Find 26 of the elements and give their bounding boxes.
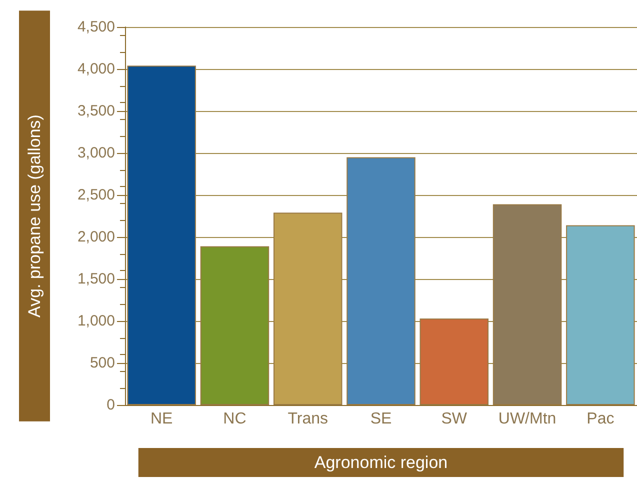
x-tick-label: UW/Mtn [498,410,556,428]
bar [200,246,270,405]
x-axis-title: Agronomic region [314,453,448,472]
x-tick-label: NC [223,410,246,428]
x-tick-label: Pac [586,410,614,428]
x-tick-label: SE [370,410,392,428]
y-tick-label: 0 [106,396,115,414]
y-tick-label: 4,500 [77,18,115,36]
x-tick-label: SW [441,410,468,428]
y-tick-label: 1,000 [77,312,115,330]
x-tick-label: NE [150,410,173,428]
bar [127,66,196,405]
y-tick-label: 3,000 [77,144,115,162]
bar [273,212,342,405]
bar [346,157,416,405]
y-tick-label: 4,000 [77,60,115,78]
y-axis-title: Avg. propane use (gallons) [25,114,44,318]
y-tick-label: 2,500 [77,186,115,204]
bar [566,225,635,405]
y-tick-label: 3,500 [77,102,115,120]
x-tick-label: Trans [288,410,328,428]
y-tick-label: 500 [90,354,115,372]
y-tick-label: 1,500 [77,270,115,288]
y-tick-label: 2,000 [77,228,115,246]
bar [420,318,489,405]
bar [492,204,562,405]
